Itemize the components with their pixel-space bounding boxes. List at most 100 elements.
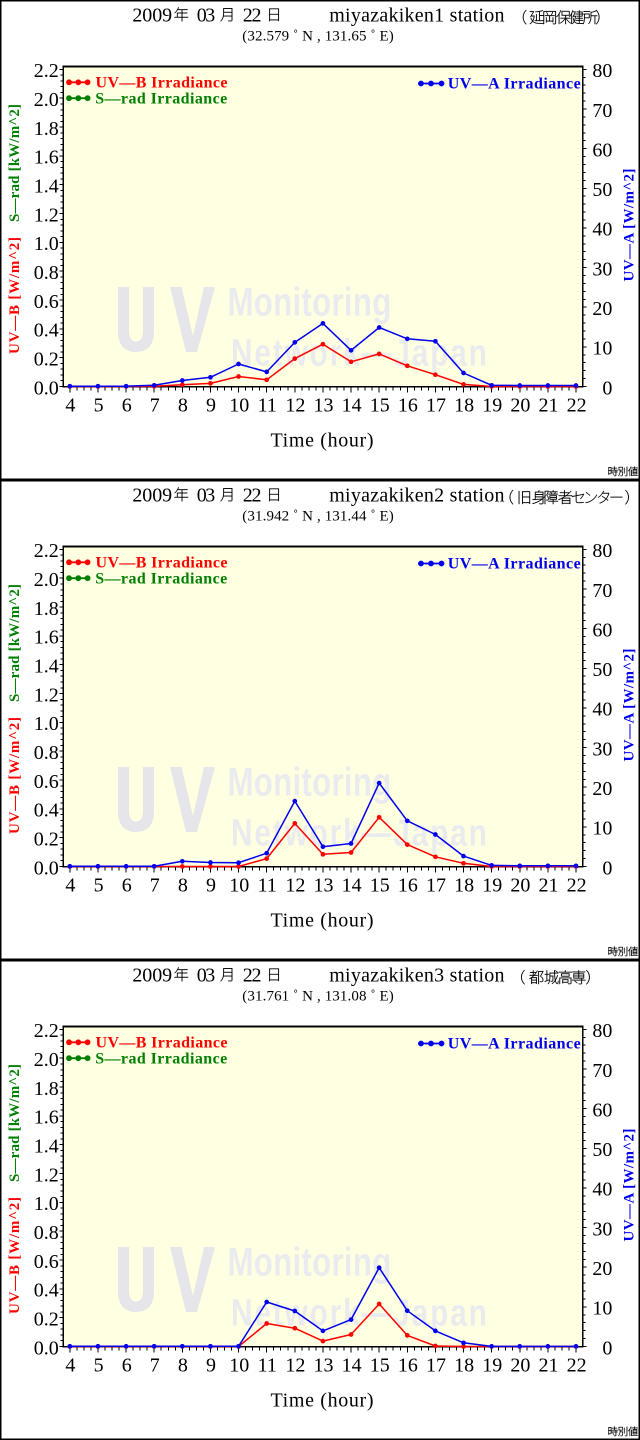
svg-text:80: 80 — [592, 60, 612, 82]
svg-text:2.0: 2.0 — [34, 569, 59, 591]
svg-text:7: 7 — [150, 875, 160, 897]
svg-text:10: 10 — [229, 1355, 249, 1377]
svg-text:6: 6 — [122, 395, 132, 417]
svg-text:03: 03 — [197, 964, 215, 986]
svg-text:40: 40 — [592, 219, 612, 241]
svg-text:0: 0 — [602, 377, 612, 399]
svg-text:1.4: 1.4 — [34, 1136, 59, 1158]
svg-text:1.4: 1.4 — [34, 176, 59, 198]
svg-text:Monitoring: Monitoring — [228, 760, 392, 805]
svg-text:Monitoring: Monitoring — [228, 1240, 392, 1285]
svg-text:0.2: 0.2 — [34, 349, 59, 371]
svg-text:0.0: 0.0 — [34, 857, 59, 879]
svg-text:2.2: 2.2 — [34, 540, 59, 562]
svg-text:UV—A Irradiance: UV—A Irradiance — [448, 555, 581, 572]
svg-text:S—rad Irradiance: S—rad Irradiance — [95, 91, 227, 108]
svg-text:10: 10 — [592, 818, 612, 840]
svg-text:UV—A [W/m^2]: UV—A [W/m^2] — [622, 169, 638, 282]
svg-text:17: 17 — [426, 1355, 446, 1377]
svg-text:1.0: 1.0 — [34, 1193, 59, 1215]
svg-text:2009: 2009 — [132, 964, 172, 986]
svg-text:70: 70 — [592, 100, 612, 122]
svg-text:1.2: 1.2 — [34, 684, 59, 706]
svg-text:S—rad [kW/m^2]: S—rad [kW/m^2] — [7, 584, 23, 702]
svg-text:21: 21 — [539, 875, 559, 897]
svg-text:Network—Japan: Network—Japan — [231, 812, 487, 854]
svg-text:03: 03 — [197, 484, 215, 506]
svg-text:12: 12 — [285, 395, 305, 417]
svg-text:19: 19 — [482, 395, 502, 417]
svg-text:22: 22 — [567, 395, 587, 417]
svg-text:2.0: 2.0 — [34, 89, 59, 111]
svg-text:0: 0 — [602, 857, 612, 879]
svg-text:UV—A Irradiance: UV—A Irradiance — [448, 1035, 581, 1052]
svg-text:15: 15 — [370, 395, 390, 417]
svg-text:80: 80 — [592, 1020, 612, 1042]
svg-text:Time (hour): Time (hour) — [271, 910, 374, 932]
svg-text:9: 9 — [206, 395, 216, 417]
svg-text:60: 60 — [592, 1100, 612, 1122]
svg-text:1.2: 1.2 — [34, 1164, 59, 1186]
svg-text:2.2: 2.2 — [34, 60, 59, 82]
svg-text:17: 17 — [426, 875, 446, 897]
svg-text:0.6: 0.6 — [34, 1251, 59, 1273]
svg-text:22: 22 — [243, 484, 262, 506]
svg-text:18: 18 — [454, 395, 474, 417]
svg-text:0.2: 0.2 — [34, 1309, 59, 1331]
svg-text:60: 60 — [592, 620, 612, 642]
svg-text:Time (hour): Time (hour) — [271, 1390, 374, 1412]
svg-text:40: 40 — [592, 1179, 612, 1201]
svg-text:20: 20 — [510, 1355, 530, 1377]
svg-text:S—rad Irradiance: S—rad Irradiance — [95, 571, 227, 588]
svg-text:13: 13 — [314, 1355, 334, 1377]
svg-text:7: 7 — [150, 395, 160, 417]
svg-text:12: 12 — [285, 875, 305, 897]
svg-text:5: 5 — [94, 875, 104, 897]
svg-text:Network—Japan: Network—Japan — [231, 1292, 487, 1334]
svg-text:80: 80 — [592, 540, 612, 562]
svg-text:0.4: 0.4 — [34, 1280, 59, 1302]
svg-text:Monitoring: Monitoring — [228, 280, 392, 325]
svg-text:16: 16 — [398, 875, 418, 897]
svg-text:19: 19 — [482, 1355, 502, 1377]
svg-text:0.6: 0.6 — [34, 291, 59, 313]
svg-text:0.6: 0.6 — [34, 771, 59, 793]
svg-text:UV—B Irradiance: UV—B Irradiance — [96, 75, 228, 92]
svg-text:9: 9 — [206, 1355, 216, 1377]
svg-text:1.4: 1.4 — [34, 656, 59, 678]
svg-text:22: 22 — [567, 1355, 587, 1377]
svg-text:UV—B Irradiance: UV—B Irradiance — [96, 1035, 228, 1052]
svg-text:10: 10 — [592, 1298, 612, 1320]
svg-text:S—rad [kW/m^2]: S—rad [kW/m^2] — [7, 104, 23, 222]
svg-text:50: 50 — [592, 659, 612, 681]
svg-text:1.6: 1.6 — [34, 147, 59, 169]
svg-text:7: 7 — [150, 1355, 160, 1377]
svg-text:40: 40 — [592, 699, 612, 721]
svg-text:70: 70 — [592, 1060, 612, 1082]
svg-text:20: 20 — [510, 395, 530, 417]
svg-text:22: 22 — [243, 964, 262, 986]
svg-text:50: 50 — [592, 1139, 612, 1161]
svg-text:14: 14 — [342, 395, 362, 417]
svg-text:13: 13 — [314, 875, 334, 897]
svg-text:2009: 2009 — [132, 484, 172, 506]
svg-text:0.2: 0.2 — [34, 829, 59, 851]
svg-text:S—rad [kW/m^2]: S—rad [kW/m^2] — [7, 1064, 23, 1182]
svg-text:21: 21 — [539, 1355, 559, 1377]
svg-text:0: 0 — [602, 1337, 612, 1359]
svg-text:15: 15 — [370, 1355, 390, 1377]
svg-text:11: 11 — [258, 1355, 277, 1377]
svg-text:1.8: 1.8 — [34, 598, 59, 620]
svg-text:1.2: 1.2 — [34, 204, 59, 226]
svg-text:8: 8 — [178, 875, 188, 897]
svg-text:20: 20 — [592, 1258, 612, 1280]
svg-text:0.4: 0.4 — [34, 320, 59, 342]
svg-text:miyazakiken2 station: miyazakiken2 station — [329, 484, 504, 506]
svg-text:18: 18 — [454, 875, 474, 897]
svg-text:10: 10 — [229, 395, 249, 417]
svg-text:S—rad Irradiance: S—rad Irradiance — [95, 1051, 227, 1068]
svg-text:UV—B [W/m^2]: UV—B [W/m^2] — [7, 1197, 23, 1314]
svg-text:15: 15 — [370, 875, 390, 897]
svg-text:5: 5 — [94, 1355, 104, 1377]
svg-text:0.8: 0.8 — [34, 1222, 59, 1244]
